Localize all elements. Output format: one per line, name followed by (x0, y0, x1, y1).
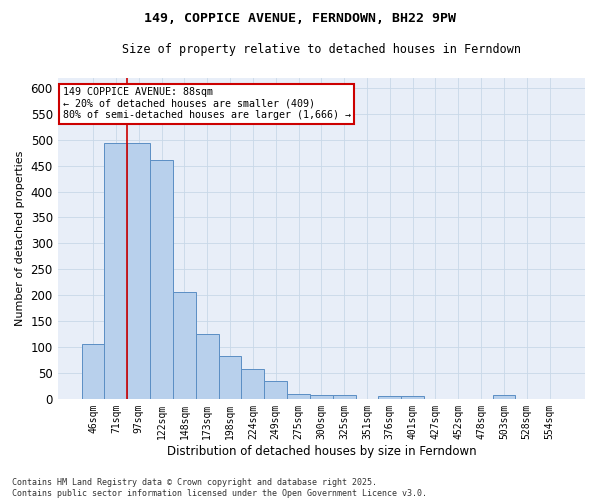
Text: Contains HM Land Registry data © Crown copyright and database right 2025.
Contai: Contains HM Land Registry data © Crown c… (12, 478, 427, 498)
Title: Size of property relative to detached houses in Ferndown: Size of property relative to detached ho… (122, 42, 521, 56)
Bar (264, 380, 287, 399)
Bar (150, 160, 173, 399)
Bar (379, 396, 401, 399)
Bar (196, 334, 218, 399)
Bar (218, 356, 241, 399)
Bar (127, 143, 150, 399)
Bar (241, 370, 264, 399)
Bar (287, 394, 310, 399)
Bar (493, 394, 515, 399)
Bar (401, 396, 424, 399)
Bar (104, 143, 127, 399)
Text: 149 COPPICE AVENUE: 88sqm
← 20% of detached houses are smaller (409)
80% of semi: 149 COPPICE AVENUE: 88sqm ← 20% of detac… (63, 87, 351, 120)
Text: 149, COPPICE AVENUE, FERNDOWN, BH22 9PW: 149, COPPICE AVENUE, FERNDOWN, BH22 9PW (144, 12, 456, 26)
Bar (333, 394, 356, 399)
X-axis label: Distribution of detached houses by size in Ferndown: Distribution of detached houses by size … (167, 444, 476, 458)
Bar (173, 292, 196, 399)
Bar (82, 344, 104, 399)
Y-axis label: Number of detached properties: Number of detached properties (15, 150, 25, 326)
Bar (310, 394, 333, 399)
